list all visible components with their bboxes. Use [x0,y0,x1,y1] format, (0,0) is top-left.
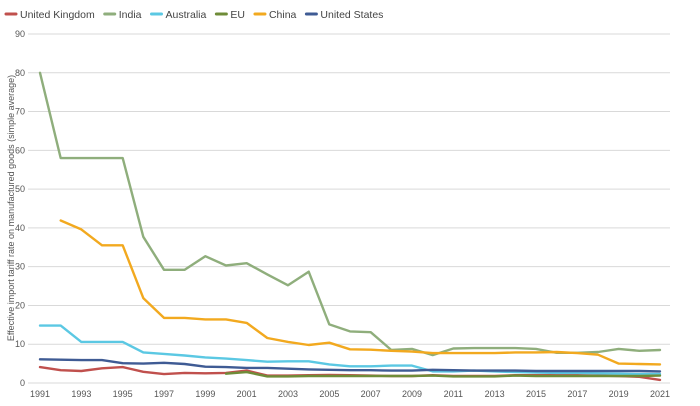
legend-item-china: China [253,9,297,21]
y-tick-label: 70 [15,107,25,117]
x-tick-label: 2009 [402,389,422,399]
y-tick-label: 80 [15,68,25,78]
y-tick-label: 0 [20,378,25,388]
x-tick-label: 2011 [444,389,463,399]
x-axis-ticks: 1991 1993 1995 1997 1999 2001 2003 2005 2007 2009… [30,389,670,399]
x-tick-label: 2021 [650,389,670,399]
series-line-australia [38,324,662,376]
y-tick-label: 60 [15,145,25,155]
legend-label: United Kingdom [20,9,95,21]
x-tick-label: 1991 [30,389,50,399]
x-tick-label: 1993 [71,389,91,399]
y-tick-label: 10 [15,339,25,349]
series-lines [38,71,662,382]
x-tick-label: 2017 [567,389,587,399]
legend-item-eu: EU [214,9,245,21]
y-tick-label: 90 [15,29,25,39]
y-tick-label: 30 [15,262,25,272]
legend-item-united-states: United States [304,9,383,21]
legend-label: United States [320,9,383,21]
series-line-china [59,219,662,366]
legend-label: EU [230,9,245,21]
gridlines [28,33,670,384]
y-tick-label: 40 [15,223,25,233]
legend-label: Australia [166,9,207,21]
x-tick-label: 2007 [361,389,381,399]
x-tick-label: 2005 [319,389,339,399]
x-tick-label: 1997 [154,389,174,399]
y-tick-label: 50 [15,184,25,194]
x-tick-label: 2019 [609,389,629,399]
series-line-eu [224,370,662,378]
x-tick-label: 2001 [237,389,257,399]
series-line-india [38,71,662,357]
legend-item-australia: Australia [150,9,207,21]
y-axis-title: Effective import tariff rate on manufact… [6,75,16,341]
y-tick-label: 20 [15,300,25,310]
x-tick-label: 2003 [278,389,298,399]
series-line-united-states [38,358,662,373]
y-axis-ticks: 0 10 20 30 40 50 60 70 80 90 [15,29,25,388]
legend-label: China [269,9,297,21]
x-tick-label: 1999 [195,389,215,399]
legend: United Kingdom India Australia EU China Unite… [4,9,383,21]
legend-item-india: India [103,9,142,21]
legend-label: India [119,9,142,21]
legend-item-united-kingdom: United Kingdom [4,9,95,21]
x-tick-label: 2015 [526,389,546,399]
x-tick-label: 2013 [485,389,505,399]
x-tick-label: 1995 [113,389,133,399]
